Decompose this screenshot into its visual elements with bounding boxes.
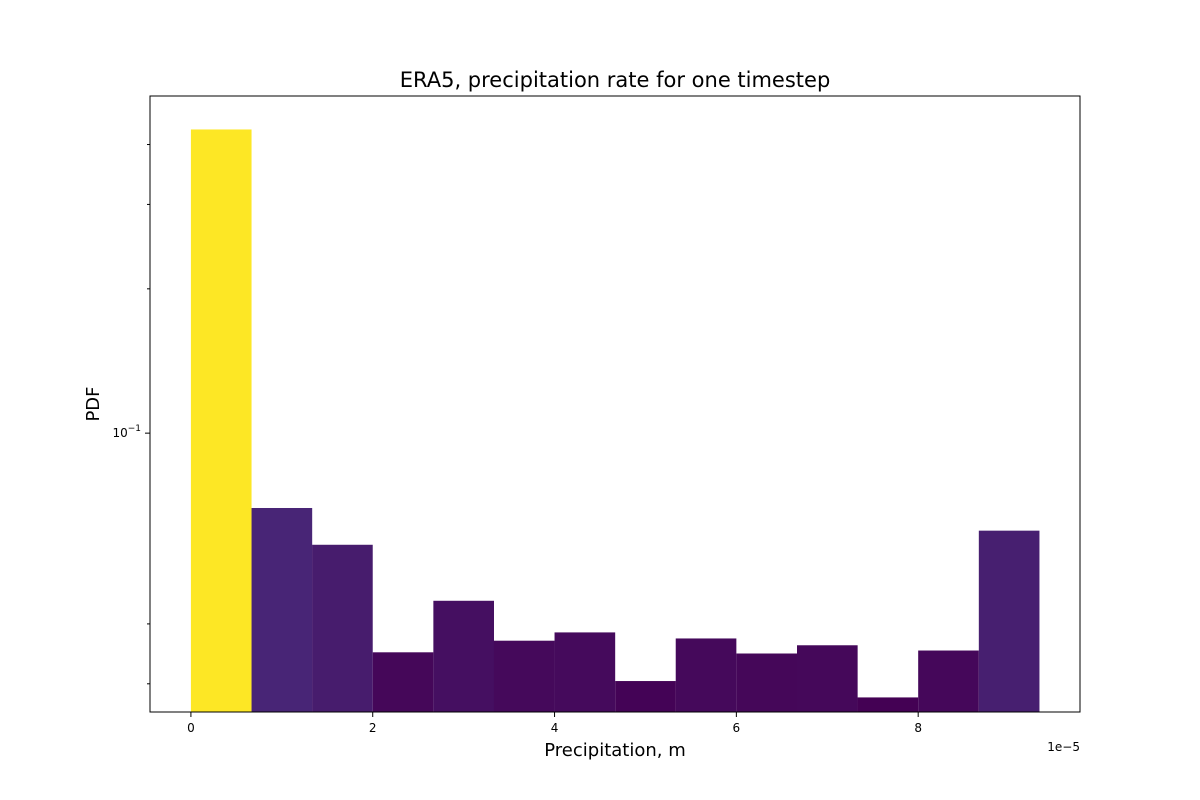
- histogram-bar-0: [190, 129, 252, 712]
- histogram-bar-7: [615, 681, 676, 712]
- x-tick-label: 0: [187, 721, 195, 735]
- histogram-bar-12: [918, 650, 979, 712]
- histogram-bar-13: [978, 530, 1040, 712]
- histogram-bar-1: [251, 507, 313, 712]
- x-axis: 0 2 4 6 8: [187, 712, 922, 735]
- histogram-bar-9: [736, 653, 797, 712]
- histogram-bar-3: [372, 652, 434, 712]
- histogram-bar-11: [857, 697, 919, 712]
- plot-frame: [149, 95, 1081, 713]
- histogram-bar-5: [493, 640, 555, 712]
- x-tick-label: 4: [551, 721, 559, 735]
- x-tick-label: 8: [914, 721, 922, 735]
- x-tick-label: 6: [733, 721, 741, 735]
- x-axis-label: Precipitation, m: [544, 740, 686, 761]
- histogram-bar-4: [433, 600, 494, 712]
- x-offset-label: 1e−5: [1047, 740, 1080, 754]
- histogram-bar-6: [554, 632, 616, 712]
- y-axis-label: PDF: [83, 386, 104, 421]
- histogram-bar-10: [797, 645, 858, 712]
- histogram-bar-2: [312, 544, 373, 712]
- histogram-bar-8: [675, 638, 737, 712]
- y-tick-label: 10−1: [112, 424, 141, 440]
- y-axis: 10−1: [112, 144, 150, 685]
- chart-title: ERA5, precipitation rate for one timeste…: [400, 68, 831, 92]
- x-tick-label: 2: [369, 721, 377, 735]
- bars-group: [190, 129, 1040, 712]
